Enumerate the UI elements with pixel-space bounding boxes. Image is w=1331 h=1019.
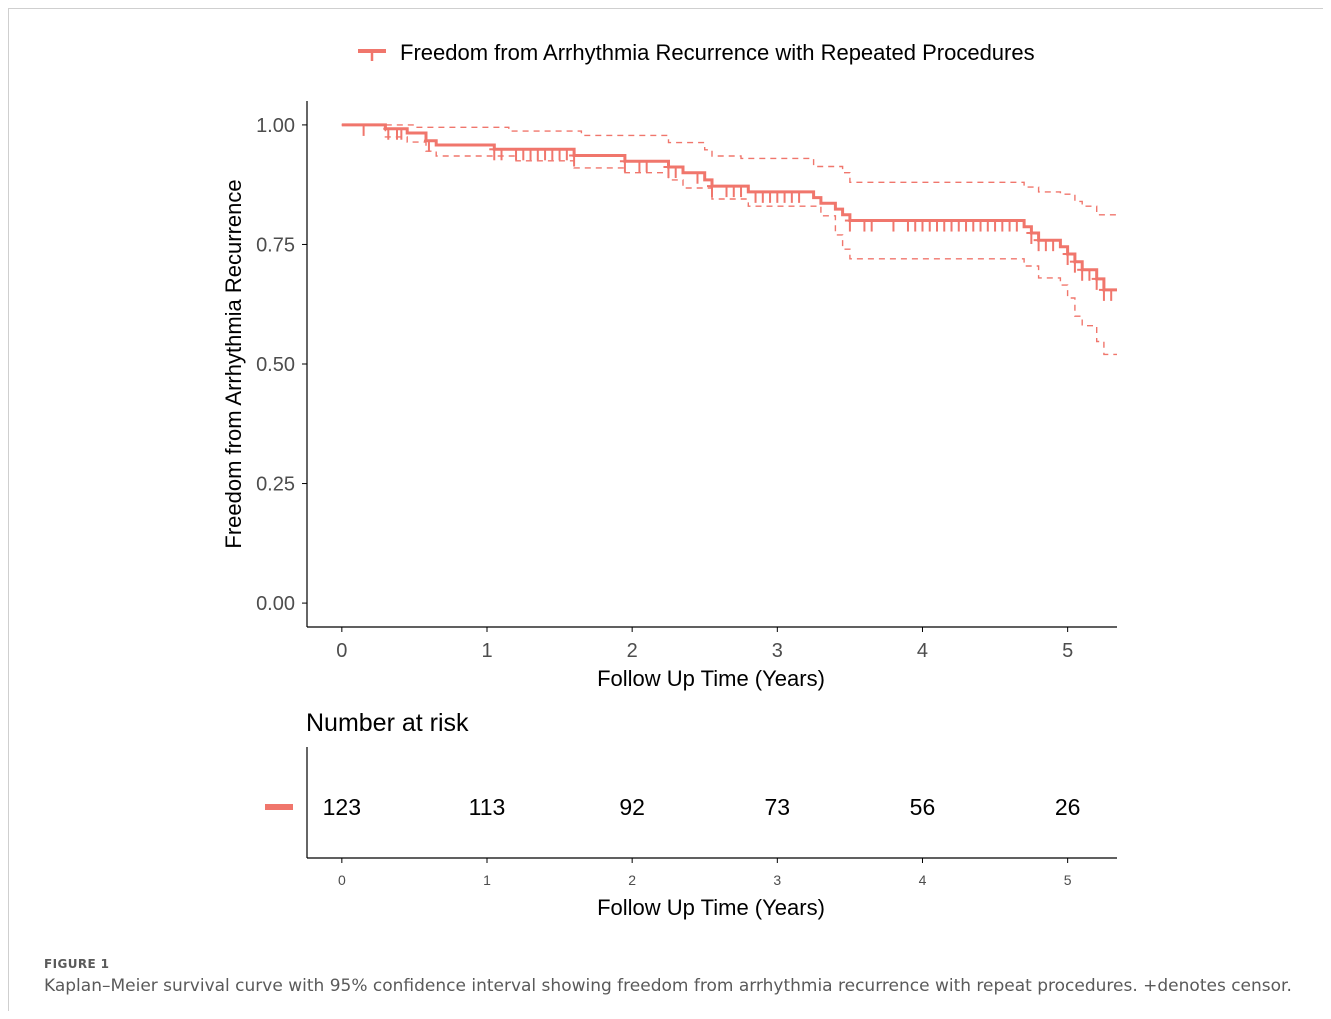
censor-mark	[358, 123, 369, 136]
y-tick-label: 0.75	[256, 234, 295, 256]
x-tick-label: 1	[481, 640, 492, 662]
y-tick-label: 1.00	[256, 115, 295, 137]
risk-table-x-axis-title: Follow Up Time (Years)	[597, 895, 825, 920]
risk-x-tick-label: 5	[1064, 872, 1072, 888]
censor-mark	[844, 219, 855, 232]
risk-values: 123 113 92 73 56 26	[323, 794, 1081, 820]
risk-value: 56	[910, 794, 936, 820]
censor-mark	[866, 219, 877, 232]
censor-mark	[692, 171, 703, 184]
censor-marks	[358, 123, 1117, 301]
risk-value: 123	[323, 794, 361, 820]
x-tick-label: 0	[336, 640, 347, 662]
censor-mark	[569, 154, 580, 167]
x-tick-label: 4	[917, 640, 928, 662]
censor-mark	[423, 139, 434, 152]
censor-mark	[1091, 277, 1102, 290]
risk-value: 92	[619, 794, 645, 820]
censor-mark	[383, 127, 394, 140]
figure-caption: Kaplan–Meier survival curve with 95% con…	[44, 976, 1292, 996]
x-tick-label: 2	[627, 640, 638, 662]
risk-x-tick-label: 1	[483, 872, 491, 888]
risk-x-tick-label: 0	[338, 872, 346, 888]
legend-label: Freedom from Arrhythmia Recurrence with …	[400, 40, 1035, 65]
risk-row-key	[265, 804, 293, 810]
ci-upper-line	[341, 124, 1117, 216]
censor-mark	[1026, 231, 1037, 244]
survival-plot: 0.00 0.25 0.50 0.75 1.00 0 1 2 3 4 5 Freedom from…	[221, 101, 1117, 691]
x-tick-label: 3	[772, 640, 783, 662]
censor-mark	[641, 160, 652, 173]
censor-mark	[396, 127, 407, 140]
figure-label: FIGURE 1	[44, 957, 110, 971]
censor-mark	[707, 185, 717, 198]
y-ticks: 0.00 0.25 0.50 0.75 1.00	[256, 115, 307, 615]
censor-mark	[794, 190, 805, 203]
legend-key	[358, 49, 386, 61]
censor-mark	[1062, 253, 1073, 266]
x-axis-title: Follow Up Time (Years)	[597, 666, 825, 691]
y-axis-title: Freedom from Arrhythmia Recurrence	[221, 179, 246, 548]
y-tick-label: 0.50	[256, 354, 295, 376]
censor-mark	[619, 160, 630, 173]
risk-x-tick-label: 4	[919, 872, 927, 888]
x-tick-label: 5	[1062, 640, 1073, 662]
censor-mark	[736, 185, 747, 198]
risk-x-tick-label: 3	[773, 872, 781, 888]
censor-mark	[1069, 260, 1080, 273]
risk-value: 73	[765, 794, 791, 820]
risk-table-title: Number at risk	[306, 709, 469, 737]
x-ticks: 0 1 2 3 4 5	[336, 627, 1073, 662]
censor-mark	[888, 219, 899, 232]
censor-mark	[1084, 268, 1095, 281]
risk-value: 26	[1055, 794, 1081, 820]
y-tick-label: 0.25	[256, 474, 295, 496]
risk-x-ticks: 0 1 2 3 4 5	[338, 858, 1072, 888]
censor-mark	[1106, 288, 1117, 301]
censor-mark	[1048, 239, 1059, 252]
censor-mark	[496, 148, 507, 161]
survival-curve	[341, 123, 1117, 292]
y-tick-label: 0.00	[256, 593, 295, 615]
curves	[341, 123, 1117, 356]
figure-frame	[8, 8, 1323, 1011]
legend: Freedom from Arrhythmia Recurrence with …	[358, 40, 1035, 65]
risk-value: 113	[469, 794, 506, 820]
censor-mark	[670, 165, 681, 178]
risk-x-tick-label: 2	[628, 872, 636, 888]
censor-mark	[561, 148, 572, 161]
ci-lower-line	[341, 124, 1117, 356]
censor-mark	[1011, 219, 1022, 232]
